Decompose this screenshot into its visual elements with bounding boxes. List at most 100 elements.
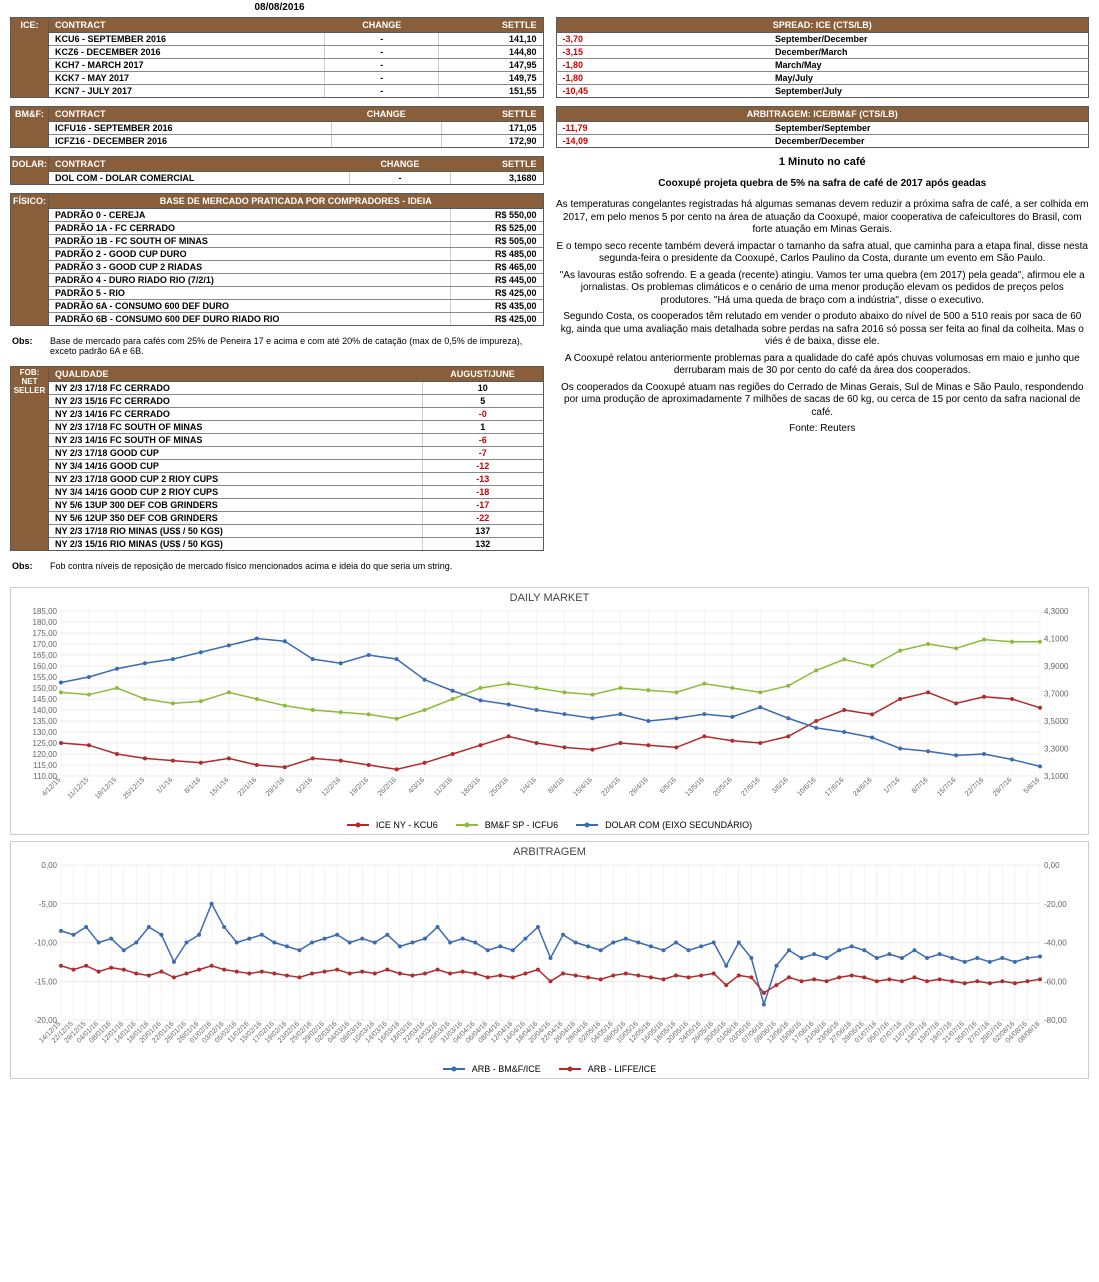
table-row: PADRÃO 1B - FC SOUTH OF MINASR$ 505,00 bbox=[49, 235, 543, 248]
svg-text:145,00: 145,00 bbox=[33, 695, 58, 704]
th-quality: QUALIDADE bbox=[49, 367, 423, 382]
cell: 137 bbox=[423, 525, 543, 538]
cell: PADRÃO 5 - RIO bbox=[49, 287, 451, 300]
svg-text:8/4/16: 8/4/16 bbox=[547, 776, 566, 795]
cell: -13 bbox=[423, 473, 543, 486]
fisico-obs: Obs:Base de mercado para cafés com 25% d… bbox=[10, 334, 544, 358]
svg-text:11/3/16: 11/3/16 bbox=[433, 776, 454, 797]
svg-text:-80,00: -80,00 bbox=[1044, 1016, 1067, 1025]
cell: 149,75 bbox=[439, 72, 543, 85]
cell: 141,10 bbox=[439, 33, 543, 46]
legend-dolar: DOLAR COM (EIXO SECUNDÁRIO) bbox=[605, 820, 752, 830]
ice-label: ICE: bbox=[11, 18, 49, 97]
cell: PADRÃO 1A - FC CERRADO bbox=[49, 222, 451, 235]
table-row: PADRÃO 4 - DURO RIADO RIO (7/2/1)R$ 445,… bbox=[49, 274, 543, 287]
svg-text:4,1000: 4,1000 bbox=[1044, 635, 1069, 644]
cell: NY 2/3 17/18 RIO MINAS (US$ / 50 KGS) bbox=[49, 525, 423, 538]
cell: - bbox=[325, 59, 439, 72]
daily-market-chart: DAILY MARKET 110,00115,00120,00125,00130… bbox=[10, 587, 1089, 835]
table-row: DOL COM - DOLAR COMERCIAL-3,1680 bbox=[49, 172, 543, 185]
table-row: -1,80March/May bbox=[556, 59, 1089, 72]
cell: PADRÃO 1B - FC SOUTH OF MINAS bbox=[49, 235, 451, 248]
fob-obs: Obs:Fob contra níveis de reposição de me… bbox=[10, 559, 544, 573]
svg-text:140,00: 140,00 bbox=[33, 706, 58, 715]
cell: R$ 505,00 bbox=[451, 235, 543, 248]
cell: PADRÃO 0 - CEREJA bbox=[49, 209, 451, 222]
th-contract: CONTRACT bbox=[49, 107, 331, 122]
cell: 144,80 bbox=[439, 46, 543, 59]
svg-text:3,7000: 3,7000 bbox=[1044, 690, 1069, 699]
table-row: -3,15December/March bbox=[556, 46, 1089, 59]
table-row: NY 3/4 14/16 GOOD CUP-12 bbox=[49, 460, 543, 473]
cell: KCU6 - SEPTEMBER 2016 bbox=[49, 33, 325, 46]
svg-text:17/6/16: 17/6/16 bbox=[824, 776, 846, 798]
table-row: KCH7 - MARCH 2017-147,95 bbox=[49, 59, 543, 72]
table-row: NY 2/3 15/16 RIO MINAS (US$ / 50 KGS)132 bbox=[49, 538, 543, 551]
page-date: 08/08/2016 bbox=[0, 0, 1099, 17]
table-row: NY 3/4 14/16 GOOD CUP 2 RIOY CUPS-18 bbox=[49, 486, 543, 499]
article-para: Fonte: Reuters bbox=[556, 423, 1090, 436]
cell: PADRÃO 6A - CONSUMO 600 DEF DURO bbox=[49, 300, 451, 313]
table-row: -11,79September/September bbox=[556, 122, 1089, 135]
svg-text:25/12/15: 25/12/15 bbox=[122, 776, 146, 800]
svg-text:8/1/16: 8/1/16 bbox=[184, 776, 203, 795]
fob-label: FOB:NETSELLER bbox=[11, 367, 49, 550]
table-row: PADRÃO 1A - FC CERRADOR$ 525,00 bbox=[49, 222, 543, 235]
bmf-label: BM&F: bbox=[11, 107, 49, 147]
cell: NY 2/3 14/16 FC CERRADO bbox=[49, 408, 423, 421]
svg-text:15/1/16: 15/1/16 bbox=[209, 776, 231, 798]
svg-text:27/5/16: 27/5/16 bbox=[740, 776, 762, 798]
table-row: ICFZ16 - DECEMBER 2016172,90 bbox=[49, 135, 543, 148]
svg-text:160,00: 160,00 bbox=[33, 662, 58, 671]
cell: R$ 465,00 bbox=[451, 261, 543, 274]
legend-arb-bmf: ARB - BM&F/ICE bbox=[472, 1064, 541, 1074]
table-row: PADRÃO 6A - CONSUMO 600 DEF DUROR$ 435,0… bbox=[49, 300, 543, 313]
svg-text:15/4/16: 15/4/16 bbox=[572, 776, 594, 798]
chart2-svg: -20,00-15,00-10,00-5,000,00-80,00-60,00-… bbox=[11, 860, 1090, 1060]
cell: NY 2/3 14/16 FC SOUTH OF MINAS bbox=[49, 434, 423, 447]
article-para: As temperaturas congelantes registradas … bbox=[556, 199, 1090, 237]
cell: R$ 485,00 bbox=[451, 248, 543, 261]
table-row: NY 2/3 15/16 FC CERRADO5 bbox=[49, 395, 543, 408]
svg-text:4/3/16: 4/3/16 bbox=[407, 776, 426, 795]
cell: NY 2/3 17/18 FC SOUTH OF MINAS bbox=[49, 421, 423, 434]
cell: 10 bbox=[423, 382, 543, 395]
svg-text:5/8/16: 5/8/16 bbox=[1023, 776, 1042, 795]
cell: - bbox=[325, 85, 439, 98]
svg-text:185,00: 185,00 bbox=[33, 607, 58, 616]
bmf-table: BM&F: CONTRACT CHANGE SETTLE ICFU16 - SE… bbox=[10, 106, 544, 148]
cell: NY 2/3 17/18 GOOD CUP 2 RIOY CUPS bbox=[49, 473, 423, 486]
svg-text:18/12/15: 18/12/15 bbox=[94, 776, 118, 800]
cell: -18 bbox=[423, 486, 543, 499]
cell: 147,95 bbox=[439, 59, 543, 72]
svg-text:-5,00: -5,00 bbox=[39, 900, 58, 909]
svg-text:1/4/16: 1/4/16 bbox=[519, 776, 538, 795]
svg-text:22/1/16: 22/1/16 bbox=[237, 776, 259, 798]
cell: NY 2/3 15/16 FC CERRADO bbox=[49, 395, 423, 408]
cell: -0 bbox=[423, 408, 543, 421]
cell: - bbox=[325, 46, 439, 59]
th-change: CHANGE bbox=[325, 18, 439, 33]
svg-text:165,00: 165,00 bbox=[33, 651, 58, 660]
cell: -7 bbox=[423, 447, 543, 460]
article-body: As temperaturas congelantes registradas … bbox=[556, 199, 1090, 436]
arb-title: ARBITRAGEM: ICE/BM&F (CTS/LB) bbox=[556, 106, 1090, 122]
svg-text:-20,00: -20,00 bbox=[1044, 900, 1067, 909]
fisico-title: BASE DE MERCADO PRATICADA POR COMPRADORE… bbox=[49, 194, 543, 209]
th-change: CHANGE bbox=[331, 107, 442, 122]
svg-text:29/1/16: 29/1/16 bbox=[265, 776, 287, 798]
article-para: Segundo Costa, os cooperados têm relutad… bbox=[556, 311, 1090, 349]
cell: R$ 435,00 bbox=[451, 300, 543, 313]
spread-table: -3,70September/December-3,15December/Mar… bbox=[556, 33, 1090, 98]
cell: 171,05 bbox=[442, 122, 543, 135]
article-subtitle: Cooxupé projeta quebra de 5% na safra de… bbox=[556, 178, 1090, 189]
legend-bmf: BM&F SP - ICFU6 bbox=[485, 820, 558, 830]
cell: R$ 425,00 bbox=[451, 287, 543, 300]
svg-text:3,1000: 3,1000 bbox=[1044, 772, 1069, 781]
cell: ICFZ16 - DECEMBER 2016 bbox=[49, 135, 331, 148]
cell: PADRÃO 3 - GOOD CUP 2 RIADAS bbox=[49, 261, 451, 274]
svg-text:0,00: 0,00 bbox=[41, 861, 57, 870]
svg-text:25/3/16: 25/3/16 bbox=[488, 776, 510, 798]
article-para: E o tempo seco recente também deverá imp… bbox=[556, 241, 1090, 266]
svg-text:120,00: 120,00 bbox=[33, 750, 58, 759]
